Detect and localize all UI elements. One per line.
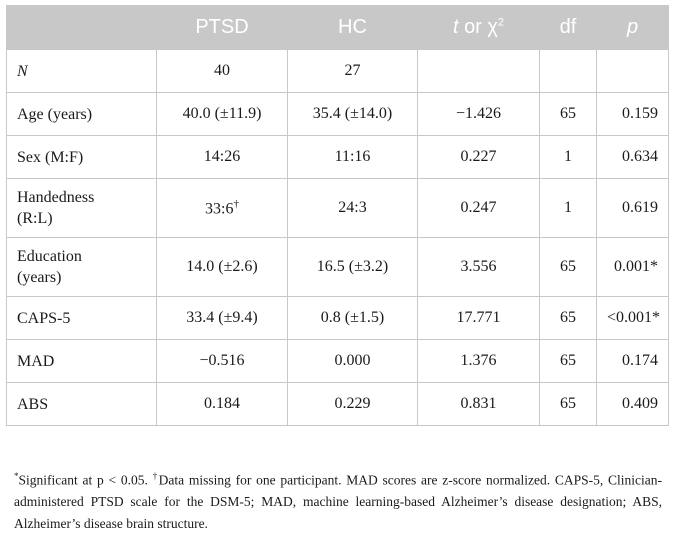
cell-df: 1 <box>540 136 597 179</box>
header-chi-exponent: 2 <box>498 16 504 28</box>
row-label-line2: (R:L) <box>17 210 53 227</box>
header-ptsd: PTSD <box>157 6 288 50</box>
table-row: N 40 27 <box>7 50 669 93</box>
table-row: Education (years) 14.0 (±2.6) 16.5 (±3.2)… <box>7 238 669 297</box>
row-label: MAD <box>7 340 157 383</box>
dagger-mark: † <box>233 198 239 210</box>
cell-df: 65 <box>540 238 597 297</box>
cell-t: 17.771 <box>418 297 540 340</box>
header-t: t <box>453 16 459 38</box>
cell-t: 3.556 <box>418 238 540 297</box>
cell-hc: 0.000 <box>288 340 418 383</box>
cell-t: 0.247 <box>418 179 540 238</box>
cell-p: 0.174 <box>597 340 669 383</box>
header-p: p <box>597 6 669 50</box>
cell-ptsd: 33.4 (±9.4) <box>157 297 288 340</box>
cell-df: 65 <box>540 383 597 426</box>
row-label: Sex (M:F) <box>7 136 157 179</box>
cell-hc: 11:16 <box>288 136 418 179</box>
cell-ptsd: 33:6† <box>157 179 288 238</box>
cell-ptsd: 0.184 <box>157 383 288 426</box>
cell-ptsd: 14.0 (±2.6) <box>157 238 288 297</box>
cell-t: 1.376 <box>418 340 540 383</box>
cell-t: 0.831 <box>418 383 540 426</box>
row-label-line1: Handedness <box>17 189 94 206</box>
row-label: ABS <box>7 383 157 426</box>
cell-p: 0.619 <box>597 179 669 238</box>
header-or: or <box>464 16 482 38</box>
cell-hc: 24:3 <box>288 179 418 238</box>
row-label: Age (years) <box>7 93 157 136</box>
demographics-table: PTSD HC t or χ2 df p N 40 27 Age (years)… <box>6 5 669 426</box>
table-row: ABS 0.184 0.229 0.831 65 0.409 <box>7 383 669 426</box>
cell-p <box>597 50 669 93</box>
header-df: df <box>540 6 597 50</box>
cell-hc: 0.229 <box>288 383 418 426</box>
footnote-significance: Significant at p < 0.05. <box>19 472 153 487</box>
row-label-line2: (years) <box>17 269 61 286</box>
cell-p: 0.001* <box>597 238 669 297</box>
cell-ptsd: 40 <box>157 50 288 93</box>
header-chi: χ <box>487 16 498 38</box>
cell-df: 1 <box>540 179 597 238</box>
row-label: CAPS-5 <box>7 297 157 340</box>
cell-p: <0.001* <box>597 297 669 340</box>
cell-df <box>540 50 597 93</box>
table-header: PTSD HC t or χ2 df p <box>7 6 669 50</box>
table-row: Age (years) 40.0 (±11.9) 35.4 (±14.0) −1… <box>7 93 669 136</box>
header-test-statistic: t or χ2 <box>418 6 540 50</box>
cell-ptsd-value: 33:6 <box>205 200 233 217</box>
row-label: N <box>7 50 157 93</box>
header-row: PTSD HC t or χ2 df p <box>7 6 669 50</box>
header-hc: HC <box>288 6 418 50</box>
table-body: N 40 27 Age (years) 40.0 (±11.9) 35.4 (±… <box>7 50 669 426</box>
table-row: Handedness (R:L) 33:6† 24:3 0.247 1 0.619 <box>7 179 669 238</box>
table-footnote: *Significant at p < 0.05. †Data missing … <box>14 465 662 535</box>
cell-ptsd: 40.0 (±11.9) <box>157 93 288 136</box>
row-label: Education (years) <box>7 238 157 297</box>
cell-p: 0.409 <box>597 383 669 426</box>
cell-t: −1.426 <box>418 93 540 136</box>
cell-ptsd: −0.516 <box>157 340 288 383</box>
cell-hc: 35.4 (±14.0) <box>288 93 418 136</box>
table-row: MAD −0.516 0.000 1.376 65 0.174 <box>7 340 669 383</box>
cell-p: 0.159 <box>597 93 669 136</box>
cell-hc: 16.5 (±3.2) <box>288 238 418 297</box>
cell-df: 65 <box>540 340 597 383</box>
cell-ptsd: 14:26 <box>157 136 288 179</box>
cell-df: 65 <box>540 297 597 340</box>
cell-df: 65 <box>540 93 597 136</box>
cell-hc: 27 <box>288 50 418 93</box>
cell-hc: 0.8 (±1.5) <box>288 297 418 340</box>
row-label: Handedness (R:L) <box>7 179 157 238</box>
table-row: CAPS-5 33.4 (±9.4) 0.8 (±1.5) 17.771 65 … <box>7 297 669 340</box>
cell-t <box>418 50 540 93</box>
table-row: Sex (M:F) 14:26 11:16 0.227 1 0.634 <box>7 136 669 179</box>
row-label-line1: Education <box>17 248 82 265</box>
cell-p: 0.634 <box>597 136 669 179</box>
header-empty <box>7 6 157 50</box>
cell-t: 0.227 <box>418 136 540 179</box>
